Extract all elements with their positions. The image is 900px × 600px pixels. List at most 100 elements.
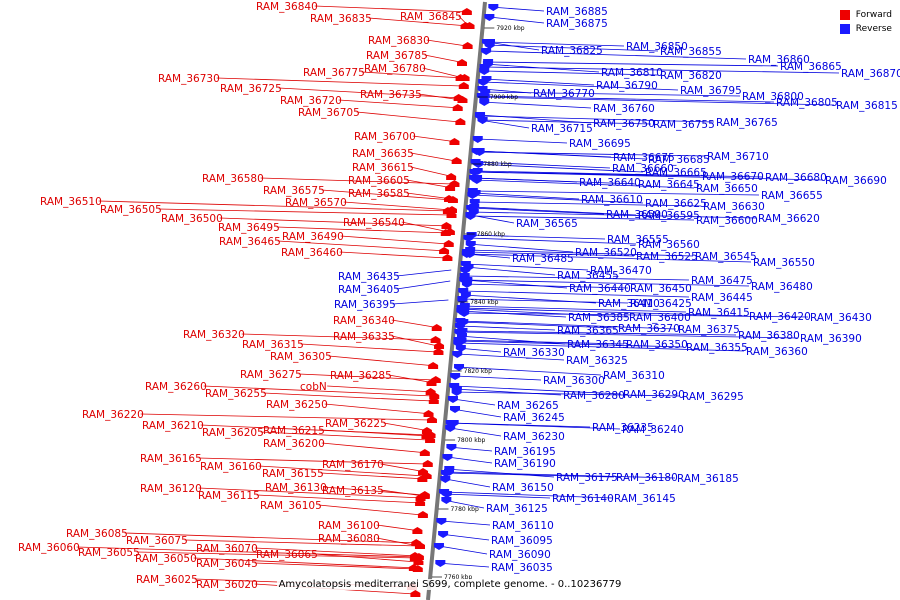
leader-line [471,201,702,207]
reverse-gene-label: RAM_36090 [489,549,551,561]
leader-line [193,557,417,569]
forward-gene-label: RAM_36315 [242,339,304,351]
forward-gene-label: RAM_36045 [196,558,258,570]
reverse-gene-label: RAM_36560 [638,239,700,251]
forward-gene-marker [428,397,439,404]
leader-line [471,207,605,215]
reverse-gene-marker [479,99,490,106]
leader-line [258,465,426,477]
reverse-gene-label: RAM_36290 [623,389,685,401]
leader-line [467,243,574,253]
reverse-gene-label: RAM_36645 [638,179,700,191]
forward-gene-marker [413,558,424,565]
forward-gene-marker [440,229,451,236]
leader-line [198,457,427,465]
forward-gene-label: RAM_36065 [256,549,318,561]
leader-line [441,520,491,526]
reverse-gene-label: RAM_36145 [614,493,676,505]
forward-gene-marker [446,173,457,180]
leader-line [203,385,434,397]
reverse-gene-marker [484,42,495,49]
leader-line [460,320,677,330]
leader-line [300,343,438,353]
forward-gene-label: RAM_36830 [368,35,430,47]
reverse-gene-marker [464,251,475,258]
reverse-gene-label: RAM_36035 [491,562,553,574]
leader-line [321,429,430,437]
forward-gene-label: RAM_36050 [135,553,197,565]
reverse-gene-marker [463,235,474,242]
forward-gene-label: RAM_36495 [218,222,280,234]
forward-gene-marker [460,22,471,29]
reverse-gene-marker [457,297,468,304]
leader-line [486,41,625,47]
reverse-gene-label: RAM_36875 [546,18,608,30]
forward-gene-label: RAM_36085 [66,528,128,540]
leader-line [136,551,418,559]
reverse-gene-label: RAM_36655 [761,190,823,202]
leader-line [277,240,448,252]
reverse-gene-label: RAM_36810 [601,67,663,79]
reverse-gene-marker [459,306,470,313]
reverse-gene-label: RAM_36410 [598,298,660,310]
leader-line [490,6,545,12]
leader-line [475,163,644,173]
leader-line [254,547,419,557]
reverse-gene-label: RAM_36760 [593,103,655,115]
leader-line [463,283,629,289]
leader-line [466,253,752,263]
reverse-gene-marker [477,86,488,93]
reverse-gene-label: RAM_36455 [557,270,619,282]
forward-gene-label: RAM_36120 [140,483,202,495]
forward-gene-marker [455,74,466,81]
reverse-gene-label: RAM_36395 [334,299,396,311]
leader-line [476,151,706,157]
forward-gene-label: RAM_36720 [280,95,342,107]
leader-line [461,310,567,318]
forward-gene-label: cobN [300,381,327,393]
leader-line [314,5,470,13]
leader-line [465,266,556,276]
leader-line [466,251,635,257]
leader-line [465,263,589,271]
leader-line [451,408,502,418]
reverse-gene-label: RAM_36710 [707,151,769,163]
reverse-gene-label: RAM_36555 [607,234,669,246]
reverse-gene-label: RAM_36280 [563,390,625,402]
reverse-gene-marker [455,318,466,325]
forward-gene-marker [446,211,457,218]
leader-line [76,546,418,558]
leader-line [426,39,467,47]
reverse-gene-label: RAM_36245 [503,412,565,424]
reverse-gene-label: RAM_36485 [512,253,574,265]
forward-gene-marker [439,247,450,254]
leader-line [459,331,799,339]
leader-line [479,119,652,125]
forward-gene-label: RAM_36215 [263,425,325,437]
genome-title: Amycolatopsis mediterranei S699, complet… [276,579,624,590]
leader-line [472,194,644,204]
forward-gene-marker [414,542,425,549]
leader-line [477,138,568,144]
reverse-gene-label: RAM_36360 [746,346,808,358]
forward-gene-marker [426,379,437,386]
forward-gene-label: RAM_36160 [200,461,262,473]
leader-line [458,342,745,352]
leader-line [471,206,637,216]
leader-line [198,487,424,499]
map-caption: Amycolatopsis mediterranei S699, complet… [0,579,900,590]
reverse-gene-label: RAM_36365 [557,325,619,337]
reverse-gene-label: RAM_36400 [629,312,691,324]
leader-line [383,422,430,432]
forward-gene-marker [415,499,426,506]
reverse-gene-label: RAM_36235 [592,422,654,434]
leader-line [455,375,542,381]
reverse-gene-label: RAM_36470 [590,265,652,277]
reverse-gene-marker [447,396,458,403]
reverse-gene-marker [450,406,461,413]
reverse-gene-label: RAM_36185 [677,473,739,485]
leader-line [380,489,424,497]
forward-gene-label: RAM_36340 [333,315,395,327]
forward-gene-label: RAM_36780 [364,63,426,75]
